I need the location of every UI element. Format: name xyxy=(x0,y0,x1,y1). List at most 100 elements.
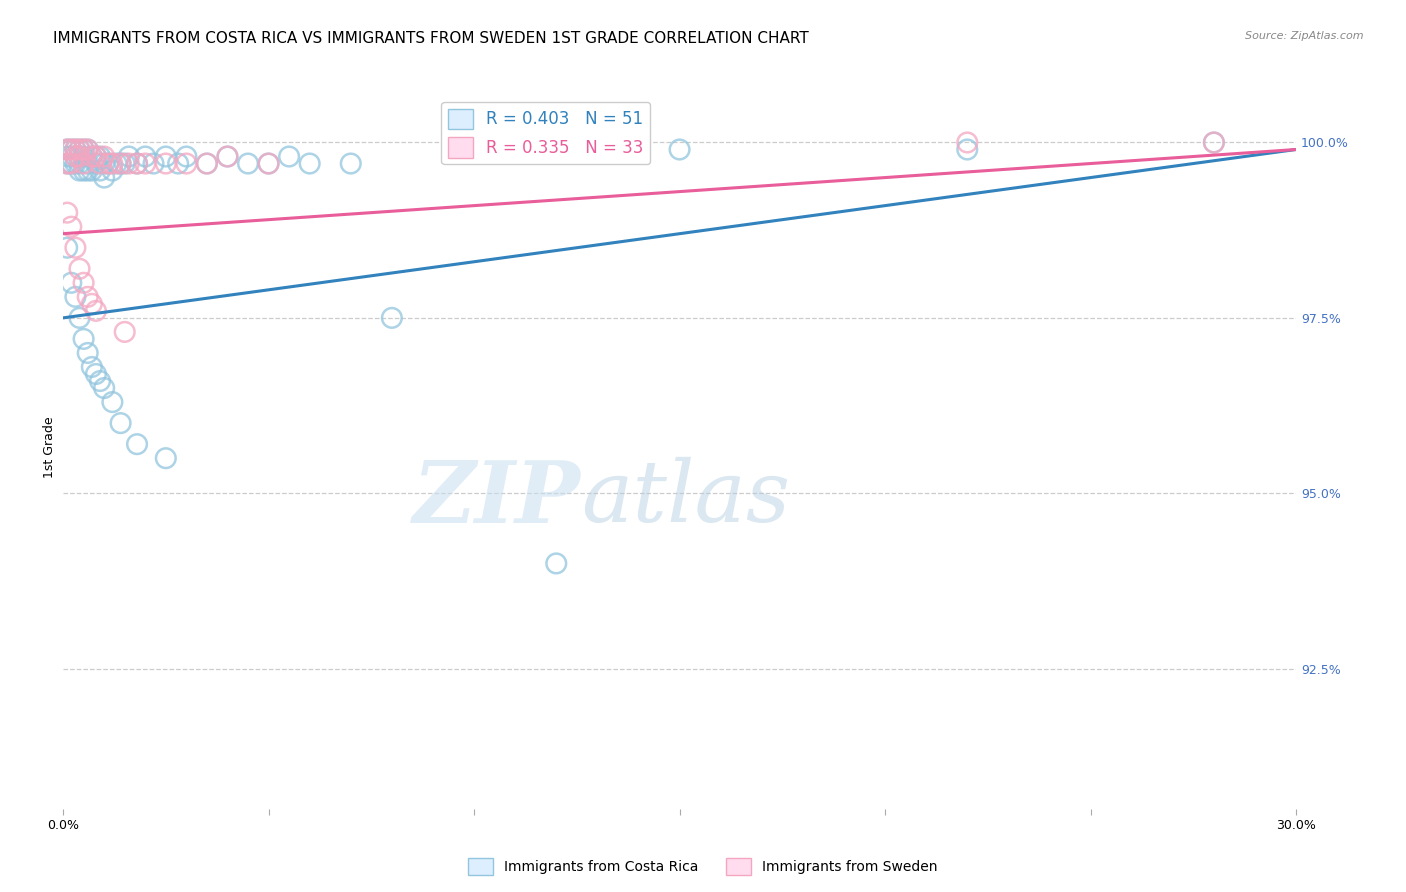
Point xyxy=(125,156,148,170)
Point xyxy=(217,149,239,163)
Point xyxy=(65,149,87,163)
Point xyxy=(60,156,83,170)
Point xyxy=(65,290,87,304)
Point xyxy=(101,156,124,170)
Point xyxy=(65,241,87,255)
Point xyxy=(105,156,128,170)
Point xyxy=(155,451,177,466)
Point xyxy=(125,156,148,170)
Point xyxy=(72,143,94,157)
Legend: R = 0.403   N = 51, R = 0.335   N = 33: R = 0.403 N = 51, R = 0.335 N = 33 xyxy=(441,102,651,164)
Point xyxy=(76,163,98,178)
Point xyxy=(89,149,111,163)
Point xyxy=(76,143,98,157)
Point xyxy=(56,241,79,255)
Point xyxy=(195,156,218,170)
Point xyxy=(60,219,83,234)
Point xyxy=(101,395,124,409)
Point xyxy=(56,143,79,157)
Point xyxy=(72,156,94,170)
Point xyxy=(217,149,239,163)
Point xyxy=(65,149,87,163)
Point xyxy=(69,310,91,325)
Point xyxy=(97,156,120,170)
Text: IMMIGRANTS FROM COSTA RICA VS IMMIGRANTS FROM SWEDEN 1ST GRADE CORRELATION CHART: IMMIGRANTS FROM COSTA RICA VS IMMIGRANTS… xyxy=(53,31,810,46)
Point xyxy=(668,143,690,157)
Point xyxy=(93,156,115,170)
Point xyxy=(110,156,132,170)
Point xyxy=(97,156,120,170)
Point xyxy=(298,156,321,170)
Point xyxy=(93,149,115,163)
Point xyxy=(176,156,198,170)
Point xyxy=(546,557,568,571)
Point xyxy=(72,163,94,178)
Point xyxy=(80,297,103,311)
Point xyxy=(956,136,979,150)
Point xyxy=(76,290,98,304)
Point xyxy=(546,143,568,157)
Point xyxy=(76,156,98,170)
Point xyxy=(114,156,136,170)
Point xyxy=(69,156,91,170)
Point xyxy=(134,149,156,163)
Point xyxy=(69,143,91,157)
Point xyxy=(155,156,177,170)
Point xyxy=(72,276,94,290)
Point xyxy=(76,143,98,157)
Point xyxy=(56,143,79,157)
Point xyxy=(84,149,107,163)
Point xyxy=(176,149,198,163)
Point xyxy=(93,381,115,395)
Point xyxy=(125,437,148,451)
Point xyxy=(257,156,280,170)
Point xyxy=(339,156,361,170)
Point xyxy=(84,304,107,318)
Point xyxy=(118,149,141,163)
Point xyxy=(84,156,107,170)
Point xyxy=(80,149,103,163)
Point xyxy=(72,149,94,163)
Point xyxy=(69,149,91,163)
Point xyxy=(80,163,103,178)
Point xyxy=(89,156,111,170)
Point xyxy=(114,325,136,339)
Point xyxy=(69,143,91,157)
Point xyxy=(236,156,259,170)
Point xyxy=(118,156,141,170)
Point xyxy=(76,346,98,360)
Point xyxy=(65,143,87,157)
Point xyxy=(80,149,103,163)
Point xyxy=(1202,136,1225,150)
Point xyxy=(72,143,94,157)
Point xyxy=(195,156,218,170)
Point xyxy=(60,143,83,157)
Point xyxy=(381,310,404,325)
Point xyxy=(60,143,83,157)
Text: ZIP: ZIP xyxy=(413,457,581,540)
Point xyxy=(89,374,111,388)
Point xyxy=(69,149,91,163)
Point xyxy=(956,143,979,157)
Point xyxy=(110,416,132,430)
Point xyxy=(69,163,91,178)
Legend: Immigrants from Costa Rica, Immigrants from Sweden: Immigrants from Costa Rica, Immigrants f… xyxy=(463,853,943,880)
Point xyxy=(80,359,103,374)
Point xyxy=(56,149,79,163)
Point xyxy=(110,156,132,170)
Point xyxy=(257,156,280,170)
Point xyxy=(89,163,111,178)
Point xyxy=(101,163,124,178)
Point xyxy=(56,205,79,219)
Point xyxy=(278,149,301,163)
Point xyxy=(1202,136,1225,150)
Point xyxy=(56,156,79,170)
Point xyxy=(69,261,91,276)
Point xyxy=(142,156,165,170)
Point xyxy=(167,156,190,170)
Point xyxy=(60,156,83,170)
Point xyxy=(134,156,156,170)
Text: atlas: atlas xyxy=(581,457,790,540)
Point xyxy=(155,149,177,163)
Point xyxy=(72,332,94,346)
